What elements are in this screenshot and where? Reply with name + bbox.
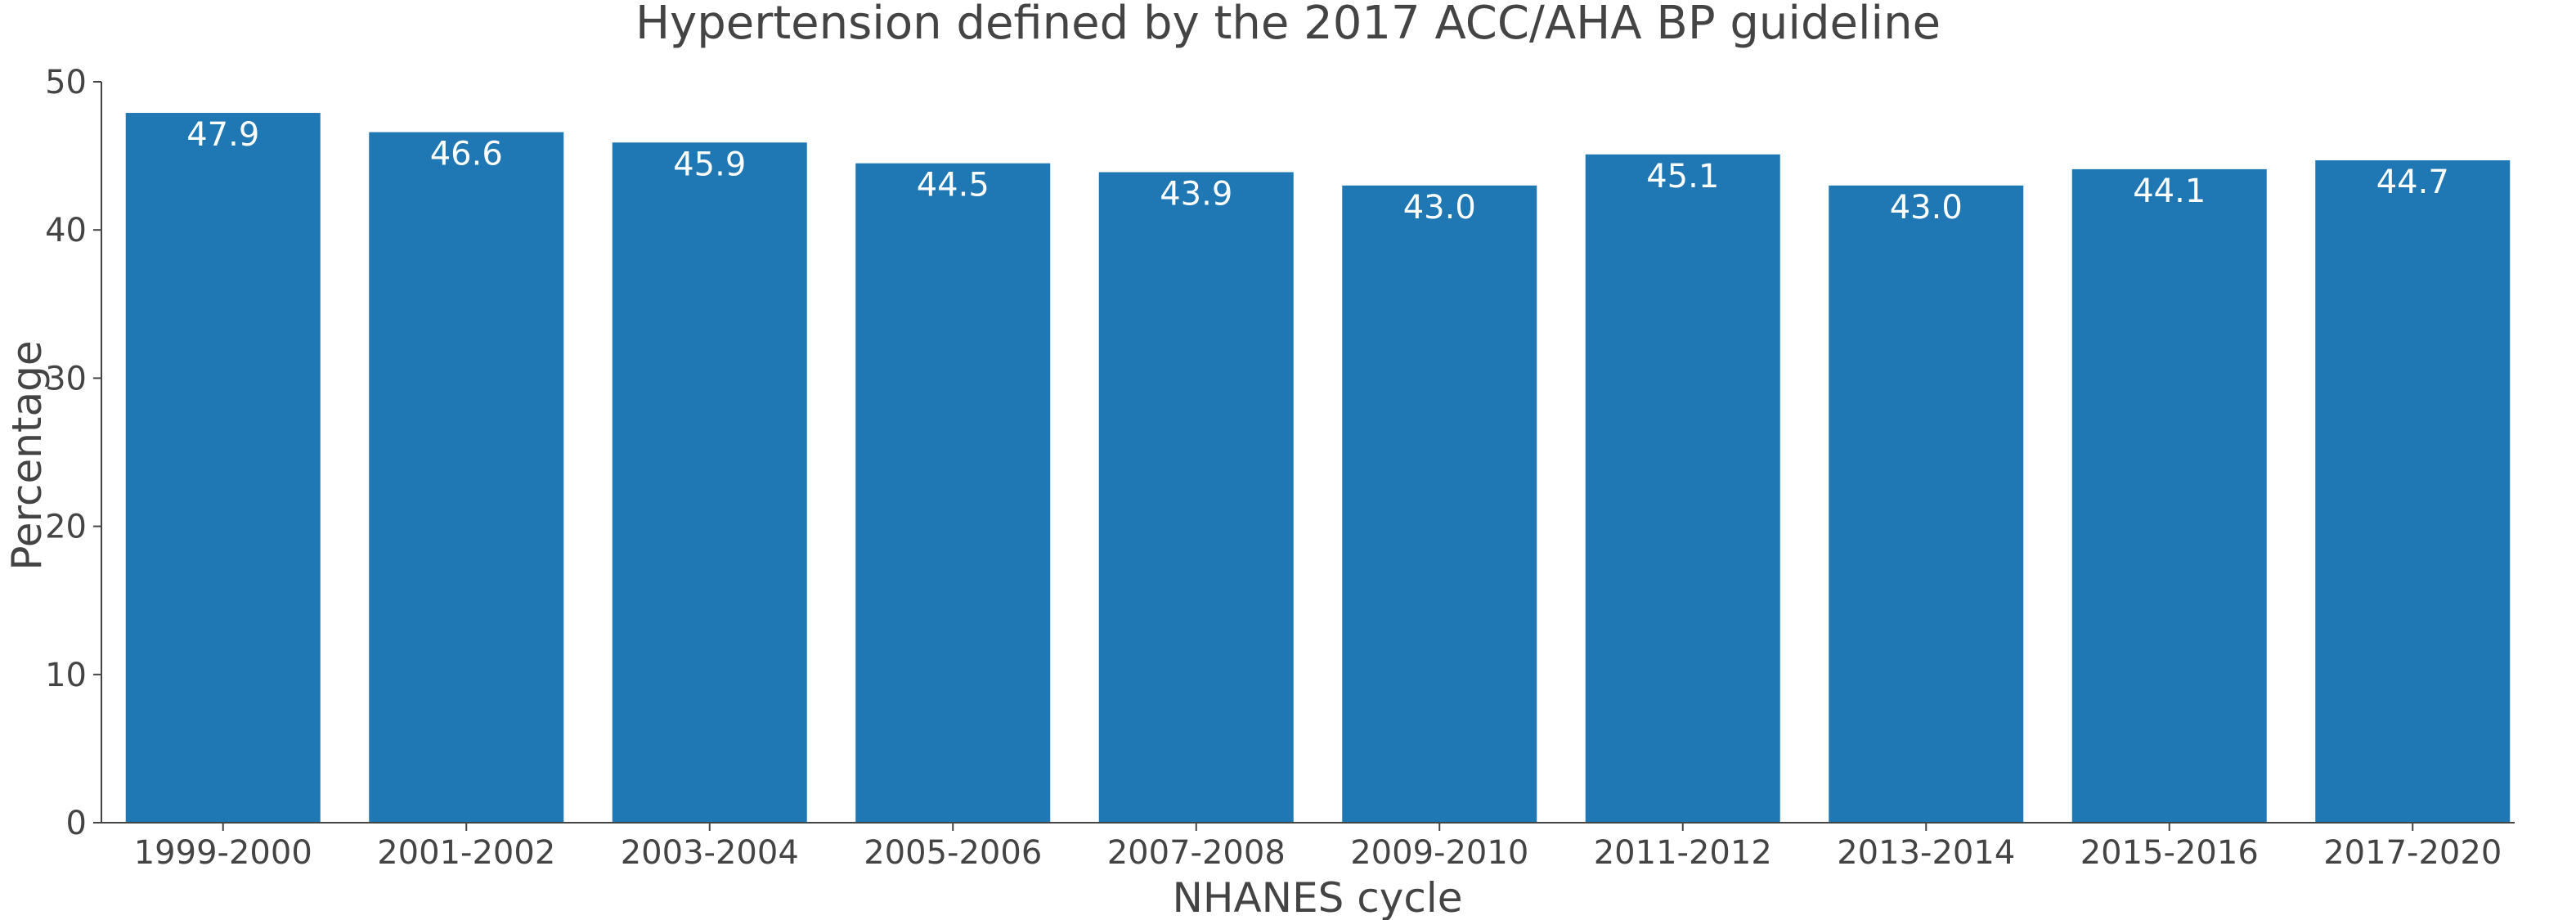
x-tick-label: 2011-2012 [1594, 834, 1772, 872]
bar-value-label: 45.1 [1646, 158, 1719, 195]
x-tick-label: 2003-2004 [621, 834, 799, 872]
bar-2011-2012 [1585, 154, 1780, 824]
x-axis-label: NHANES cycle [1172, 874, 1462, 920]
x-tick-label: 2001-2002 [377, 834, 555, 872]
bar-value-label: 44.1 [2133, 173, 2206, 210]
x-tick-label: 2007-2008 [1107, 834, 1286, 872]
x-tick-label: 2013-2014 [1837, 834, 2015, 872]
bars-group [125, 113, 2511, 824]
bar-value-label: 47.9 [186, 116, 259, 154]
bar-1999-2000 [125, 113, 321, 823]
x-tick-label: 2017-2020 [2323, 834, 2502, 872]
y-tick-label: 50 [45, 64, 87, 101]
bar-value-label: 44.7 [2376, 164, 2449, 201]
data-labels-group: 47.9 46.6 45.9 44.5 43.9 43.0 45.1 43.0 44.1 44.7 [186, 116, 2449, 227]
y-axis-label: Percentage [3, 340, 51, 570]
bar-2003-2004 [612, 142, 807, 824]
y-tick-label: 10 [45, 657, 87, 694]
bar-value-label: 43.0 [1890, 189, 1963, 227]
bar-2001-2002 [369, 132, 564, 823]
x-axis-ticks: 1999-2000 2001-2002 2003-2004 2005-2006 2007… [134, 823, 2502, 872]
y-tick-label: 40 [45, 212, 87, 249]
chart-title: Hypertension defined by the 2017 ACC/AHA… [635, 0, 1941, 50]
bar-2007-2008 [1098, 172, 1294, 824]
y-tick-label: 0 [66, 805, 87, 842]
bar-2009-2010 [1342, 185, 1537, 824]
bar-value-label: 45.9 [673, 146, 746, 183]
x-tick-label: 2005-2006 [864, 834, 1042, 872]
y-axis-ticks: 0 10 20 30 40 50 [45, 64, 101, 842]
y-tick-label: 30 [45, 360, 87, 397]
x-tick-label: 2015-2016 [2080, 834, 2259, 872]
y-tick-label: 20 [45, 509, 87, 546]
bar-value-label: 43.9 [1160, 176, 1232, 213]
bar-value-label: 46.6 [430, 136, 503, 173]
x-tick-label: 1999-2000 [134, 834, 312, 872]
bar-value-label: 43.0 [1403, 189, 1476, 227]
bar-2015-2016 [2071, 168, 2267, 823]
bar-value-label: 44.5 [917, 167, 990, 204]
bar-2013-2014 [1829, 185, 2024, 824]
bar-2005-2006 [855, 163, 1051, 823]
x-tick-label: 2009-2010 [1350, 834, 1528, 872]
bar-2017-2020 [2315, 160, 2511, 823]
